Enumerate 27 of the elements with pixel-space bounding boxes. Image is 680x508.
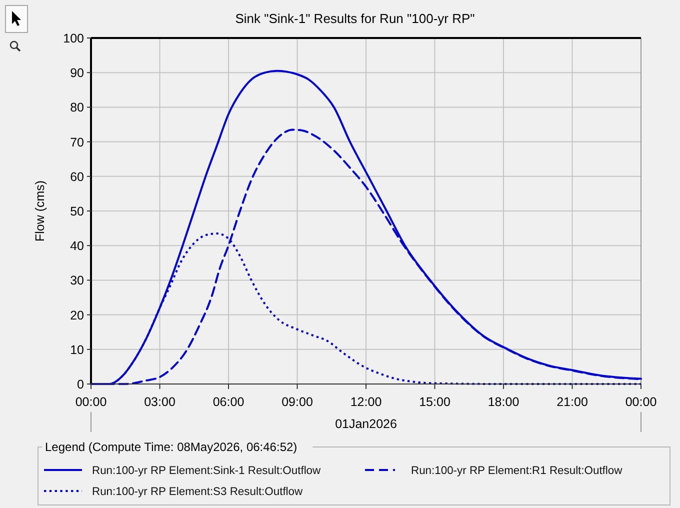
x-axis-title: 01Jan2026 <box>335 417 397 431</box>
y-tick-label: 40 <box>70 239 84 254</box>
x-tick-label: 00:00 <box>625 395 657 409</box>
x-tick-label: 12:00 <box>350 395 382 409</box>
y-tick-label: 50 <box>70 204 84 218</box>
x-tick-label: 21:00 <box>556 395 588 409</box>
legend-label: Run:100-yr RP Element:Sink-1 Result:Outflow <box>92 465 322 477</box>
chart-title: Sink "Sink-1" Results for Run "100-yr RP" <box>235 11 476 26</box>
y-tick-label: 30 <box>70 274 84 288</box>
y-tick-label: 80 <box>70 100 84 115</box>
y-tick-label: 0 <box>77 378 84 392</box>
y-tick-label: 60 <box>70 170 84 184</box>
x-tick-label: 06:00 <box>212 395 244 409</box>
y-tick-label: 90 <box>70 66 84 80</box>
x-tick-label: 03:00 <box>144 395 176 409</box>
legend-label: Run:100-yr RP Element:S3 Result:Outflow <box>92 486 304 498</box>
y-tick-label: 10 <box>70 342 84 357</box>
legend-title: Legend (Compute Time: 08May2026, 06:46:52) <box>45 440 298 454</box>
x-tick-label: 18:00 <box>488 395 520 409</box>
x-tick-label: 00:00 <box>75 395 107 409</box>
x-tick-label: 15:00 <box>419 395 450 409</box>
y-tick-label: 100 <box>63 32 84 46</box>
legend-label: Run:100-yr RP Element:R1 Result:Outflow <box>411 465 624 477</box>
y-tick-label: 70 <box>70 135 84 150</box>
x-tick-label: 09:00 <box>282 395 313 409</box>
y-tick-label: 20 <box>70 308 84 322</box>
y-axis-title: Flow (cms) <box>33 180 47 242</box>
